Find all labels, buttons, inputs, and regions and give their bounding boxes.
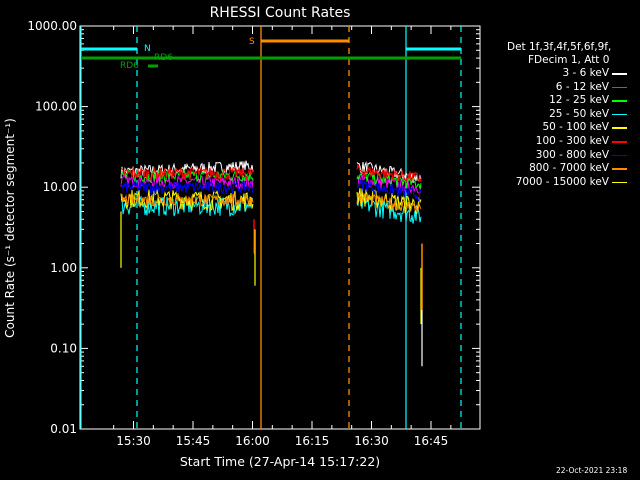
legend-entry: 50 - 100 keV: [483, 121, 633, 134]
y-axis-label: Count Rate (s⁻¹ detector segment⁻¹): [3, 118, 17, 338]
state-annotation: S: [249, 37, 255, 47]
y-tick-label: 0.10: [50, 341, 77, 355]
x-tick-label: 15:45: [176, 434, 211, 448]
series-line-7: [356, 192, 422, 214]
series-line-7: [120, 193, 254, 208]
x-tick-label: 15:30: [116, 434, 151, 448]
legend-entry: 12 - 25 keV: [483, 94, 633, 107]
series-line-5: [356, 164, 422, 183]
state-annotation: N: [144, 44, 151, 54]
x-tick-label: 16:15: [295, 434, 330, 448]
timestamp-footer: 22-Oct-2021 23:18: [556, 466, 628, 475]
legend-entry: 3 - 6 keV: [483, 67, 633, 79]
legend-swatch: [612, 86, 627, 89]
state-annotation: RD6: [154, 53, 173, 63]
plot-frame: [79, 25, 481, 430]
legend-label: 50 - 100 keV: [542, 121, 609, 134]
legend-label: 7000 - 15000 keV: [515, 175, 609, 188]
legend-label: 300 - 800 keV: [535, 148, 609, 161]
legend-swatch: [612, 73, 627, 75]
legend-entry: 800 - 7000 keV: [483, 162, 633, 175]
legend-swatch: [612, 100, 627, 102]
series-line-4: [120, 188, 254, 212]
y-tick-label: 0.01: [50, 422, 77, 436]
legend-entry: 300 - 800 keV: [483, 148, 633, 161]
x-tick-label: 16:30: [354, 434, 389, 448]
series-line-6: [120, 180, 254, 196]
x-tick-label: 16:00: [235, 434, 270, 448]
series-line-5: [120, 166, 254, 182]
y-tick-label: 100.00: [35, 100, 77, 114]
y-tick-label: 1000.00: [27, 19, 77, 33]
legend-label: 25 - 50 keV: [549, 107, 609, 120]
legend-entry: 7000 - 15000 keV: [483, 175, 633, 188]
legend-header-1: Det 1f,3f,4f,5f,6f,9f,: [507, 41, 612, 53]
legend-label: 6 - 12 keV: [555, 80, 609, 93]
legend-entry: 25 - 50 keV: [483, 107, 633, 120]
x-axis-label: Start Time (27-Apr-14 15:17:22): [180, 454, 380, 469]
series-line-0: [120, 160, 254, 179]
legend-label: 800 - 7000 keV: [529, 162, 609, 175]
legend-entry: 6 - 12 keV: [483, 80, 633, 93]
legend-header-2: FDecim 1, Att 0: [528, 54, 610, 66]
legend-swatch: [612, 113, 627, 116]
legend-swatch: [612, 154, 627, 157]
legend-label: 100 - 300 keV: [535, 135, 609, 147]
legend-label: 3 - 6 keV: [562, 67, 609, 79]
x-tick-label: 16:45: [414, 434, 449, 448]
y-tick-label: 1.00: [50, 261, 77, 275]
legend-swatch: [612, 181, 627, 184]
series-line-2: [356, 170, 422, 190]
legend-label: 12 - 25 keV: [549, 94, 609, 107]
series-line-6: [356, 179, 422, 203]
legend-swatch: [612, 127, 627, 129]
legend-swatch: [612, 168, 627, 170]
chart-title: RHESSI Count Rates: [210, 5, 351, 21]
legend-entry: 100 - 300 keV: [483, 135, 633, 147]
y-tick-label: 10.00: [43, 180, 77, 194]
state-annotation: RD6: [120, 61, 139, 71]
legend-swatch: [612, 141, 627, 143]
